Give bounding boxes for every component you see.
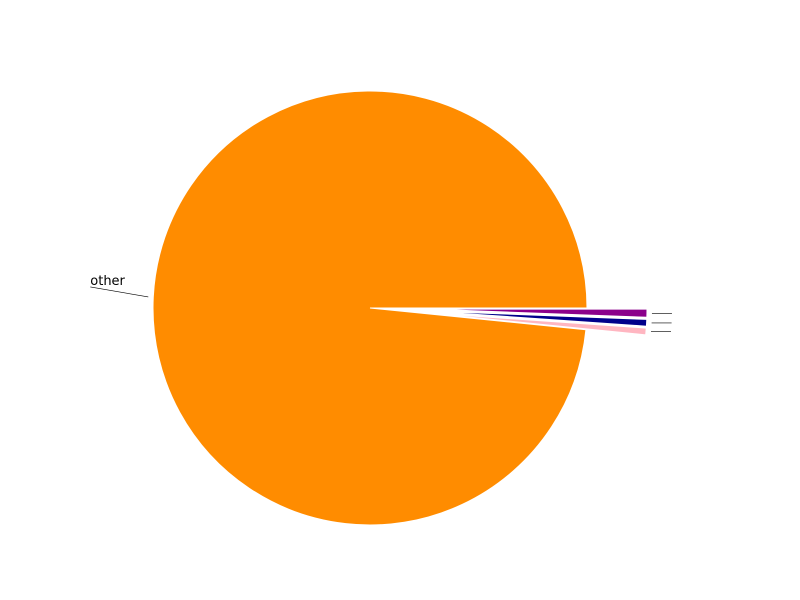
pie-slice-slice-2 bbox=[429, 312, 647, 336]
pie-slice-slice-3 bbox=[429, 310, 648, 327]
slice-label-other: other bbox=[90, 274, 125, 289]
slices-layer bbox=[152, 90, 648, 526]
pie-slice-slice-4 bbox=[429, 308, 648, 318]
labels-layer: other bbox=[90, 274, 672, 333]
leader-line-1 bbox=[90, 286, 149, 298]
pie-slice-other bbox=[152, 90, 588, 526]
